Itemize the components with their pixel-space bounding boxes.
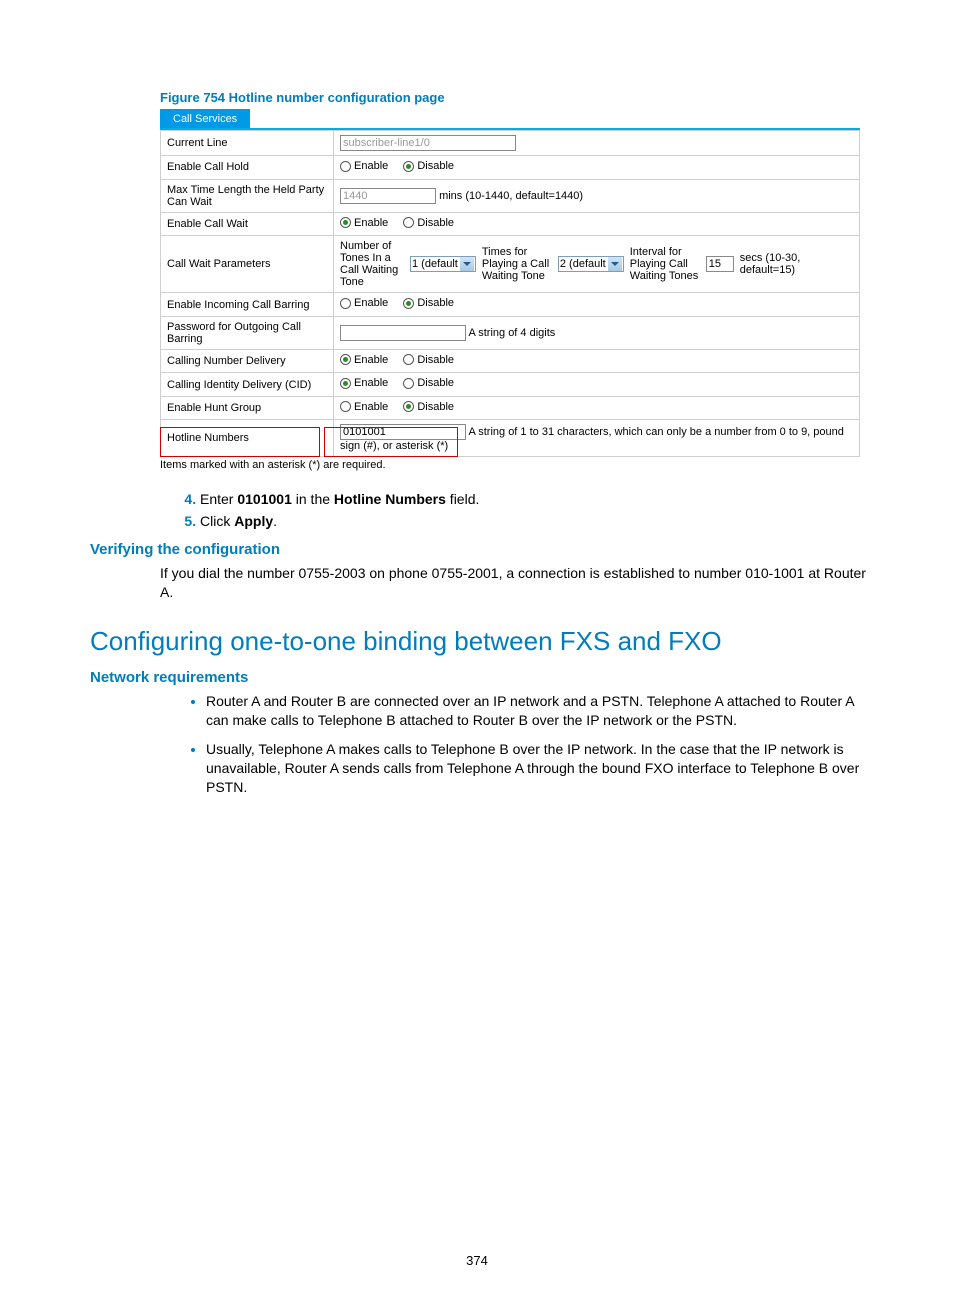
row-max-time: Max Time Length the Held Party Can Wait … [161,179,860,212]
row-hunt: Enable Hunt Group Enable Disable [161,396,860,420]
step-5: Click Apply. [200,513,874,529]
chevron-down-icon [460,257,474,271]
steps-list: Enter 0101001 in the Hotline Numbers fie… [90,491,874,529]
radio-cid-enable[interactable]: Enable [340,377,388,389]
radio-call-hold-disable[interactable]: Disable [403,160,454,172]
radio-cid-disable[interactable]: Disable [403,377,454,389]
chevron-down-icon [608,257,622,271]
cw-p1-label: Number of Tones In a Call Waiting Tone [340,240,404,288]
heading-verify: Verifying the configuration [90,541,874,558]
req-item-2: Usually, Telephone A makes calls to Tele… [206,740,874,797]
hint-out-barring: A string of 4 digits [468,327,555,339]
label-current-line: Current Line [161,131,334,156]
cw-p1-select[interactable]: 1 (default [410,256,476,272]
cw-p2-select[interactable]: 2 (default [558,256,624,272]
radio-inbar-enable[interactable]: Enable [340,297,388,309]
page-number: 374 [0,1253,954,1268]
radio-cnd-disable[interactable]: Disable [403,354,454,366]
footnote: Items marked with an asterisk (*) are re… [160,459,874,471]
cw-p3-hint: secs (10-30, default=15) [740,252,810,276]
cw-p3-input[interactable] [706,256,734,272]
radio-inbar-disable[interactable]: Disable [403,297,454,309]
row-call-hold: Enable Call Hold Enable Disable [161,156,860,180]
input-current-line [340,135,516,151]
radio-hunt-enable[interactable]: Enable [340,401,388,413]
row-current-line: Current Line [161,131,860,156]
radio-call-wait-enable[interactable]: Enable [340,217,388,229]
heading-section: Configuring one-to-one binding between F… [90,626,874,657]
row-cid: Calling Identity Delivery (CID) Enable D… [161,373,860,397]
radio-hunt-disable[interactable]: Disable [403,401,454,413]
requirements-list: Router A and Router B are connected over… [90,692,874,796]
req-item-1: Router A and Router B are connected over… [206,692,874,730]
radio-cnd-enable[interactable]: Enable [340,354,388,366]
row-out-barring: Password for Outgoing Call Barring A str… [161,316,860,349]
tab-bar: Call Services [160,109,860,130]
hint-max-time: mins (10-1440, default=1440) [439,190,583,202]
row-call-wait: Enable Call Wait Enable Disable [161,212,860,236]
input-out-barring[interactable] [340,325,466,341]
heading-requirements: Network requirements [90,669,874,686]
radio-call-hold-enable[interactable]: Enable [340,160,388,172]
row-hotline: Hotline Numbers A string of 1 to 31 char… [161,420,860,457]
row-in-barring: Enable Incoming Call Barring Enable Disa… [161,293,860,317]
cw-p3-label: Interval for Playing Call Waiting Tones [630,246,700,282]
cw-p2-label: Times for Playing a Call Waiting Tone [482,246,552,282]
verify-paragraph: If you dial the number 0755-2003 on phon… [160,564,874,602]
radio-call-wait-disable[interactable]: Disable [403,217,454,229]
figure-caption: Figure 754 Hotline number configuration … [160,90,874,105]
input-hotline[interactable] [340,424,466,440]
row-cw-params: Call Wait Parameters Number of Tones In … [161,236,860,293]
step-4: Enter 0101001 in the Hotline Numbers fie… [200,491,874,507]
tab-call-services[interactable]: Call Services [160,109,250,128]
config-table: Current Line Enable Call Hold Enable Dis… [160,130,860,457]
row-cnd: Calling Number Delivery Enable Disable [161,349,860,373]
input-max-time[interactable] [340,188,436,204]
